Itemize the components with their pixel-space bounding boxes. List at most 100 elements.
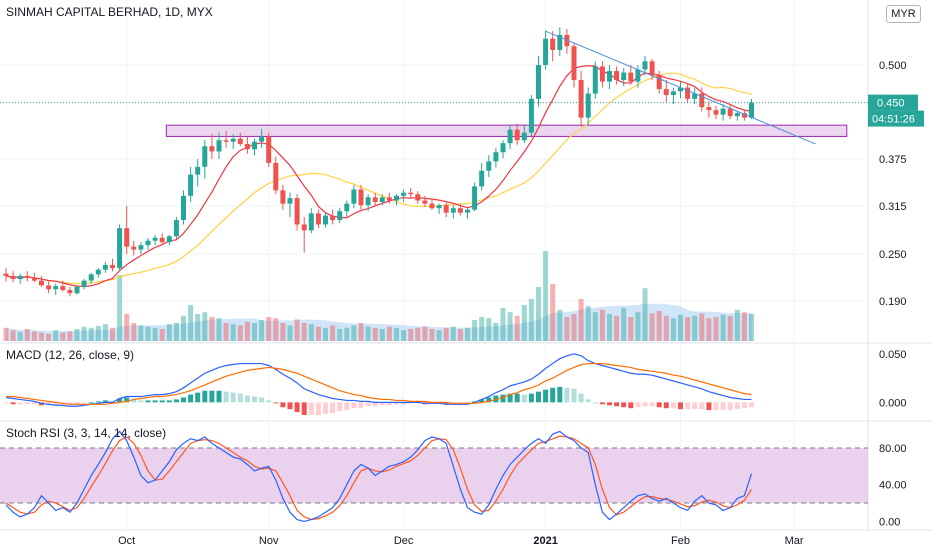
macd-histogram-bar xyxy=(607,402,612,406)
macd-histogram-bar xyxy=(521,394,527,403)
volume-bar xyxy=(741,312,747,341)
macd-histogram-bar xyxy=(67,402,73,405)
volume-bar xyxy=(315,326,321,341)
macd-histogram-bar xyxy=(330,402,336,414)
volume-bar xyxy=(244,321,250,341)
time-tick-label: Nov xyxy=(259,535,279,547)
macd-histogram-bar xyxy=(266,400,272,403)
candle-body xyxy=(394,195,399,201)
candle-body xyxy=(550,38,556,50)
candle-body xyxy=(465,209,470,213)
macd-histogram-bar xyxy=(564,387,570,403)
macd-histogram-bar xyxy=(401,402,407,405)
volume-bar xyxy=(301,323,307,341)
candlesticks xyxy=(3,27,754,297)
volume-bar xyxy=(685,317,691,341)
volume-bar xyxy=(152,327,158,341)
volume-bar xyxy=(500,308,506,341)
candle-body xyxy=(628,72,634,82)
time-axis[interactable]: Oct Nov Dec 2021 Feb Mar xyxy=(118,535,804,547)
candle-body xyxy=(152,237,158,241)
volume-bar xyxy=(734,309,740,341)
resistance-zone-rect xyxy=(165,124,848,137)
candle-body xyxy=(216,140,222,152)
macd-histogram-bar xyxy=(301,402,307,415)
volume-bar xyxy=(24,329,30,341)
volume-bar xyxy=(124,314,130,341)
volume-bar xyxy=(95,326,101,341)
volume-bar xyxy=(450,326,456,341)
price-tick-label: 0.190 xyxy=(879,296,907,308)
candle-body xyxy=(280,190,286,204)
candle-body xyxy=(230,138,236,142)
macd-histogram-bar xyxy=(315,402,321,415)
macd-histogram-bar xyxy=(635,402,641,408)
volume-bar xyxy=(237,325,243,341)
volume-bar xyxy=(706,318,712,341)
volume-bar xyxy=(53,330,59,341)
candle-body xyxy=(330,215,336,221)
candle-body xyxy=(571,46,577,81)
macd-histogram-bar xyxy=(173,399,179,403)
volume-bar xyxy=(507,312,513,341)
volume-bar xyxy=(173,323,179,341)
stoch-tick-label: 40.00 xyxy=(879,480,907,492)
macd-histogram-bar xyxy=(621,402,627,408)
candle-body xyxy=(734,113,740,117)
resistance-zone[interactable] xyxy=(165,124,848,137)
candle-body xyxy=(621,72,627,81)
candle-body xyxy=(607,71,612,82)
macd-histogram-bar xyxy=(749,402,754,408)
candle-body xyxy=(266,136,272,163)
macd-histogram-bar xyxy=(443,402,449,405)
currency-button[interactable]: MYR xyxy=(886,5,921,23)
candle-body xyxy=(358,189,364,206)
macd-histogram-bar xyxy=(536,391,541,403)
volume-bar xyxy=(287,325,293,341)
macd-histogram-bar xyxy=(280,402,286,408)
volume-bar xyxy=(386,326,392,341)
candle-body xyxy=(443,205,449,213)
candle-body xyxy=(3,273,9,276)
volume-bar xyxy=(60,332,66,341)
candle-body xyxy=(514,129,520,141)
macd-histogram-bar xyxy=(230,392,236,403)
volume-bar xyxy=(159,329,165,341)
macd-histogram-bar xyxy=(102,400,108,403)
candle-body xyxy=(749,102,754,118)
symbol-title: SINMAH CAPITAL BERHAD, 1D, MYX xyxy=(6,5,213,19)
volume-bar xyxy=(493,323,499,341)
macd-histogram-bar xyxy=(734,402,740,410)
macd-histogram-bar xyxy=(31,402,37,405)
volume-bar xyxy=(514,315,520,341)
stoch-rsi-label: Stoch RSI (3, 3, 14, 14, close) xyxy=(6,426,167,440)
candle-body xyxy=(450,208,456,213)
macd-histogram-bar xyxy=(117,398,123,403)
macd-histogram-bar xyxy=(181,397,186,403)
last-price-value: 0.450 xyxy=(877,98,905,110)
macd-histogram-bar xyxy=(223,391,229,403)
candle-body xyxy=(585,93,591,118)
macd-histogram-bar xyxy=(202,390,208,403)
macd-histogram-bar xyxy=(244,395,250,403)
candle-body xyxy=(60,286,66,291)
macd-histogram-bar xyxy=(24,402,30,405)
candle-body xyxy=(507,129,513,144)
price-axis[interactable]: 0.190 0.250 0.315 0.375 0.500 0.050 0.000 80.00… xyxy=(879,60,907,528)
candle-body xyxy=(237,138,243,144)
candle-body xyxy=(578,80,584,118)
volume-bar xyxy=(39,332,44,341)
candle-body xyxy=(678,87,683,92)
candle-body xyxy=(536,65,541,99)
candle-body xyxy=(642,61,648,70)
volume-bar xyxy=(585,306,591,341)
trendline[interactable] xyxy=(545,30,816,145)
candle-body xyxy=(88,274,94,281)
price-tick-label: 0.250 xyxy=(879,249,907,261)
candle-body xyxy=(543,38,549,65)
last-price-badge-box xyxy=(868,94,918,111)
macd-histogram-bar xyxy=(252,396,257,403)
candle-body xyxy=(315,213,321,225)
candle-body xyxy=(95,269,101,275)
